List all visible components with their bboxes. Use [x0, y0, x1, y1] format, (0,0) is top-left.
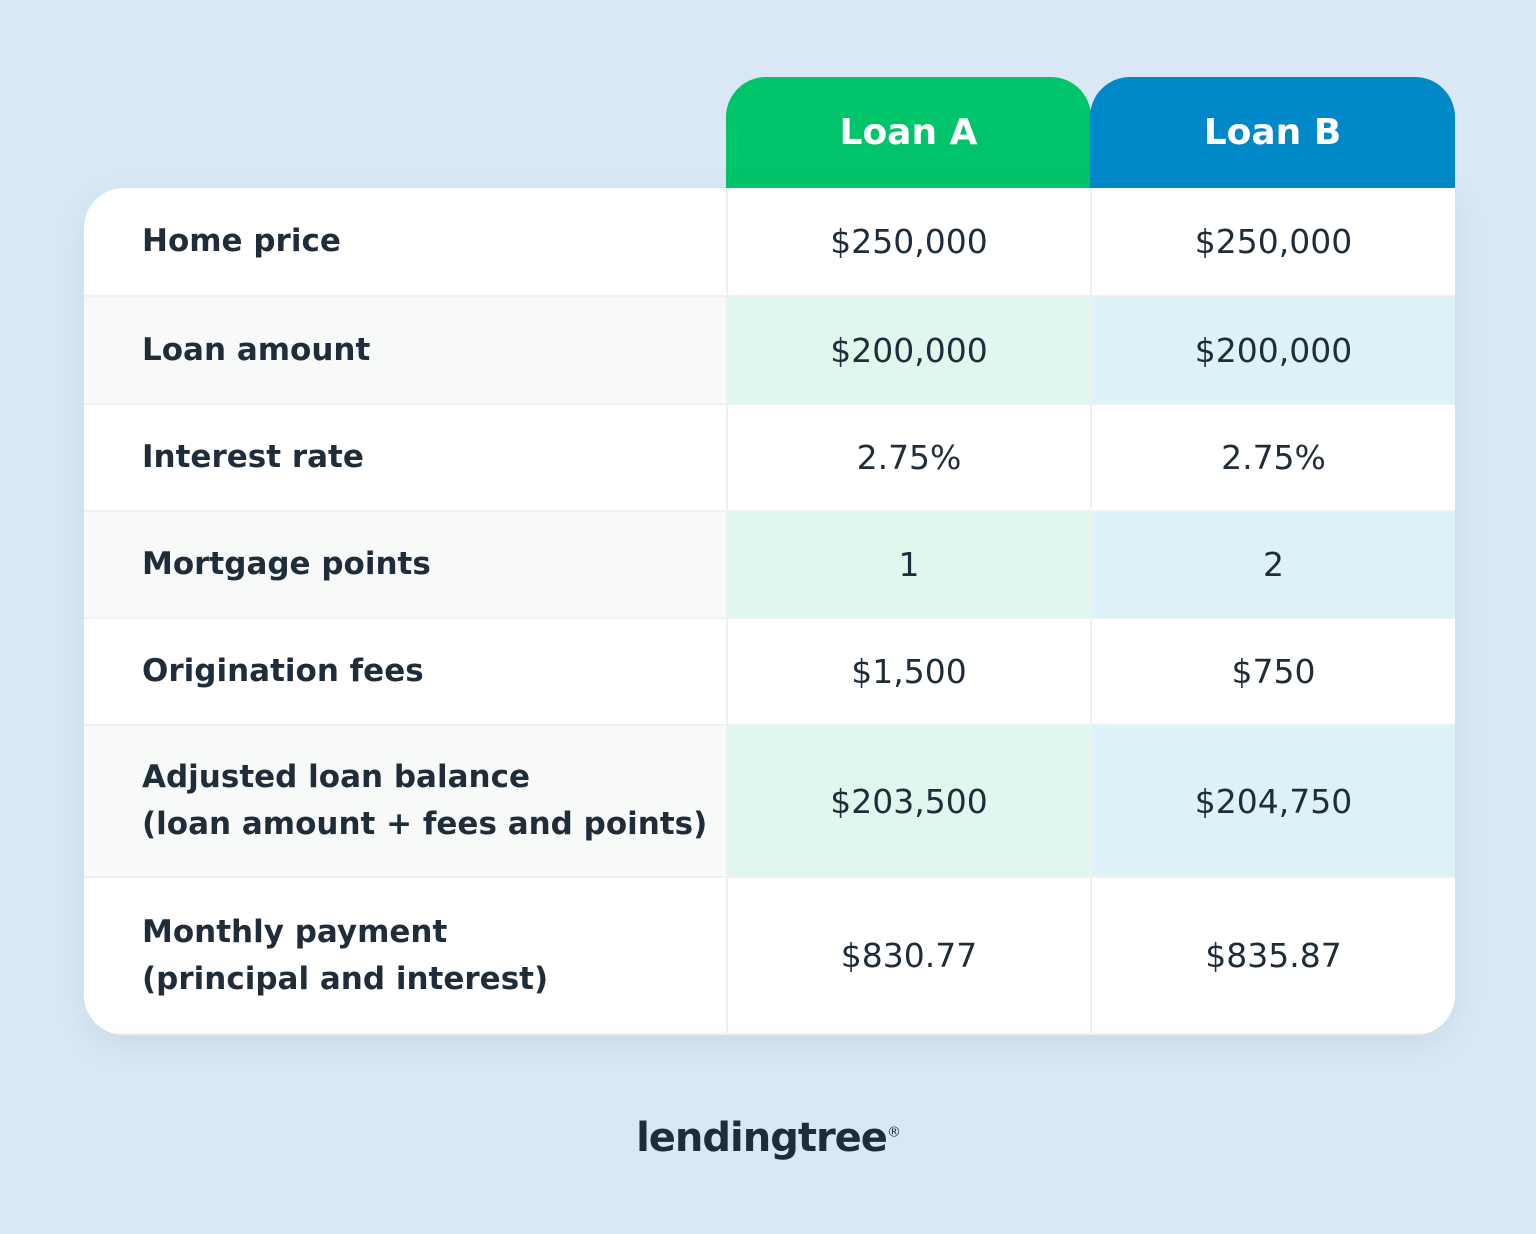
logo-text: lendingtree [636, 1115, 888, 1161]
column-header: Loan A [726, 77, 1091, 188]
row-label-line: (principal and interest) [142, 960, 549, 997]
logo-mark: ® [886, 1124, 901, 1141]
cell-value: 1 [726, 512, 1090, 619]
cell-value: $200,000 [1090, 297, 1455, 405]
cell-value: $1,500 [726, 619, 1090, 726]
cell-value: $203,500 [726, 726, 1090, 878]
cell-value: $250,000 [726, 188, 1090, 297]
row-label: Loan amount [84, 297, 726, 405]
row-label-line: Home price [142, 223, 341, 259]
row-label-line: Origination fees [142, 653, 424, 689]
row-label: Adjusted loan balance (loan amount + fees… [84, 726, 726, 878]
cell-value: $204,750 [1090, 726, 1455, 878]
row-label-line: Adjusted loan balance [142, 759, 530, 795]
row-label-line: Mortgage points [142, 546, 431, 582]
row-label: Interest rate [84, 405, 726, 512]
row-label-line: Monthly payment [142, 913, 448, 950]
row-label: Home price [84, 188, 726, 297]
cell-value: $750 [1090, 619, 1455, 726]
cell-value: 2 [1090, 512, 1455, 619]
logo: lendingtree® [0, 1115, 1536, 1161]
cell-value: $200,000 [726, 297, 1090, 405]
cell-value: 2.75% [726, 405, 1090, 512]
cell-value: 2.75% [1090, 405, 1455, 512]
cell-value: $250,000 [1090, 188, 1455, 297]
row-label: Mortgage points [84, 512, 726, 619]
column-header: Loan B [1090, 77, 1455, 188]
row-label-line: Interest rate [142, 439, 364, 475]
cell-value: $835.87 [1090, 878, 1455, 1035]
row-label: Origination fees [84, 619, 726, 726]
row-label-line: Loan amount [142, 331, 371, 368]
row-label-line: (loan amount + fees and points) [142, 806, 708, 842]
cell-value: $830.77 [726, 878, 1090, 1035]
row-label: Monthly payment (principal and interest) [84, 878, 726, 1035]
comparison-table: Home price $250,000 $250,000 Loan amount $20… [84, 188, 1455, 1035]
